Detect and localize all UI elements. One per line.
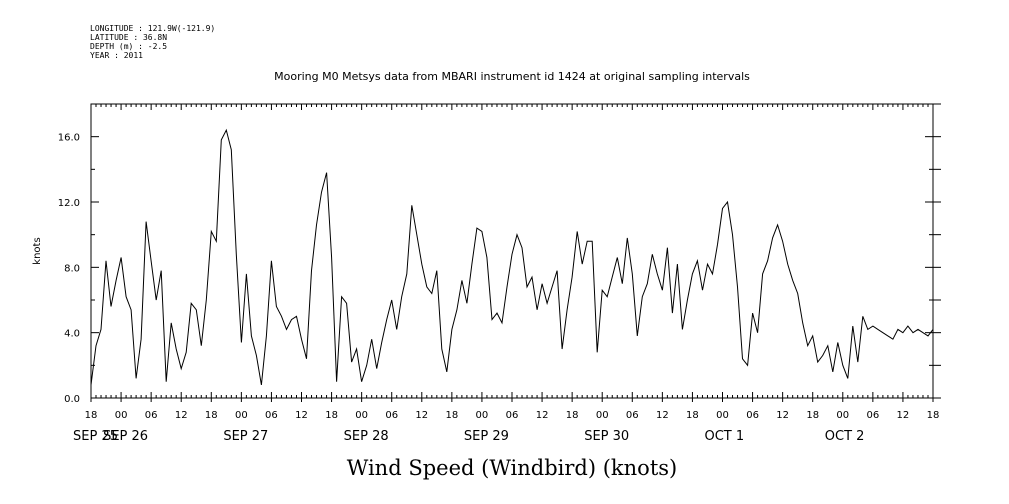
- axis-ticks: [90, 103, 941, 402]
- y-tick-label: 4.0: [64, 329, 80, 340]
- day-label: SEP 27: [223, 429, 268, 444]
- meta-year: YEAR : 2011: [90, 51, 143, 60]
- x-tick-label: 18: [686, 410, 699, 421]
- series-line-wind-speed: [90, 128, 934, 385]
- x-tick-label: 06: [746, 410, 759, 421]
- x-tick-label: 00: [716, 410, 729, 421]
- day-label: OCT 1: [705, 429, 745, 444]
- x-tick-label: 18: [325, 410, 338, 421]
- chart-title: Mooring M0 Metsys data from MBARI instru…: [274, 70, 750, 83]
- day-label: SEP 29: [464, 429, 509, 444]
- x-tick-label: 12: [295, 410, 308, 421]
- x-tick-label: 00: [476, 410, 489, 421]
- x-tick-label: 06: [506, 410, 519, 421]
- x-tick-label: 18: [205, 410, 218, 421]
- y-tick-label: 8.0: [64, 263, 80, 274]
- x-tick-label: 00: [235, 410, 248, 421]
- x-tick-label: 12: [536, 410, 549, 421]
- plot-frame: [90, 103, 934, 399]
- x-tick-label: 06: [145, 410, 158, 421]
- x-tick-label: 18: [445, 410, 458, 421]
- day-label: SEP 26: [103, 429, 148, 444]
- x-tick-label: 18: [806, 410, 819, 421]
- x-tick-label: 12: [175, 410, 188, 421]
- meta-longitude: LONGITUDE : 121.9W(-121.9): [90, 24, 215, 33]
- x-tick-label: 18: [566, 410, 579, 421]
- x-tick-label: 06: [385, 410, 398, 421]
- day-label: OCT 2: [825, 429, 865, 444]
- meta-depth: DEPTH (m) : -2.5: [90, 42, 167, 51]
- x-tick-label: 18: [927, 410, 940, 421]
- day-label: SEP 28: [344, 429, 389, 444]
- x-tick-label: 06: [265, 410, 278, 421]
- y-tick-label: 16.0: [58, 133, 80, 144]
- day-label: SEP 25: [73, 429, 118, 444]
- x-axis-label: Wind Speed (Windbird) (knots): [347, 456, 677, 480]
- x-tick-label: 12: [776, 410, 789, 421]
- y-tick-labels: 0.0 4.0 8.0 12.0 16.0: [58, 133, 80, 405]
- x-tick-label: 00: [596, 410, 609, 421]
- x-tick-label: 12: [897, 410, 910, 421]
- y-tick-label: 0.0: [64, 394, 80, 405]
- day-label: SEP 30: [584, 429, 629, 444]
- x-tick-label: 12: [415, 410, 428, 421]
- y-tick-label: 12.0: [58, 198, 80, 209]
- x-tick-labels: 18 00 06 12 18 00 06 12 18 00 06 12 18 00 06 12 18 00 06 12…: [85, 410, 940, 421]
- x-tick-label: 12: [656, 410, 669, 421]
- y-axis-label: knots: [32, 237, 43, 264]
- x-tick-label: 18: [85, 410, 98, 421]
- x-tick-label: 06: [626, 410, 639, 421]
- x-tick-label: 00: [115, 410, 128, 421]
- x-tick-label: 00: [836, 410, 849, 421]
- x-tick-label: 00: [355, 410, 368, 421]
- meta-latitude: LATITUDE : 36.8N: [90, 33, 167, 42]
- x-tick-label: 06: [866, 410, 879, 421]
